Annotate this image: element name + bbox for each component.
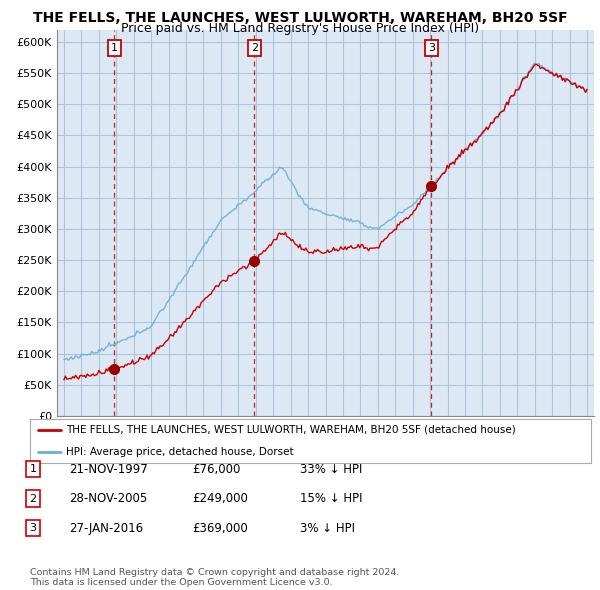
Text: 3: 3 bbox=[428, 43, 435, 53]
Text: Price paid vs. HM Land Registry's House Price Index (HPI): Price paid vs. HM Land Registry's House … bbox=[121, 22, 479, 35]
Text: £76,000: £76,000 bbox=[192, 463, 241, 476]
Text: 27-JAN-2016: 27-JAN-2016 bbox=[69, 522, 143, 535]
Text: 28-NOV-2005: 28-NOV-2005 bbox=[69, 492, 147, 505]
Text: 21-NOV-1997: 21-NOV-1997 bbox=[69, 463, 148, 476]
Text: 2: 2 bbox=[251, 43, 258, 53]
Text: 3: 3 bbox=[29, 523, 37, 533]
Text: £369,000: £369,000 bbox=[192, 522, 248, 535]
Text: 1: 1 bbox=[111, 43, 118, 53]
Text: £249,000: £249,000 bbox=[192, 492, 248, 505]
Text: 33% ↓ HPI: 33% ↓ HPI bbox=[300, 463, 362, 476]
Text: 3% ↓ HPI: 3% ↓ HPI bbox=[300, 522, 355, 535]
Text: THE FELLS, THE LAUNCHES, WEST LULWORTH, WAREHAM, BH20 5SF: THE FELLS, THE LAUNCHES, WEST LULWORTH, … bbox=[32, 11, 568, 25]
Text: 15% ↓ HPI: 15% ↓ HPI bbox=[300, 492, 362, 505]
Text: THE FELLS, THE LAUNCHES, WEST LULWORTH, WAREHAM, BH20 5SF (detached house): THE FELLS, THE LAUNCHES, WEST LULWORTH, … bbox=[67, 425, 516, 435]
Text: Contains HM Land Registry data © Crown copyright and database right 2024.
This d: Contains HM Land Registry data © Crown c… bbox=[30, 568, 400, 587]
Text: 2: 2 bbox=[29, 494, 37, 503]
Text: 1: 1 bbox=[29, 464, 37, 474]
Text: HPI: Average price, detached house, Dorset: HPI: Average price, detached house, Dors… bbox=[67, 447, 294, 457]
